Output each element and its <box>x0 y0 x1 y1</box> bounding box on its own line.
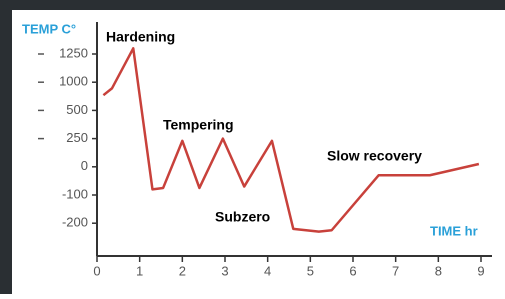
annotation: Hardening <box>106 29 175 45</box>
x-tick-label: 6 <box>349 263 356 278</box>
annotation: Tempering <box>163 117 234 133</box>
x-tick-label: 7 <box>392 263 399 278</box>
x-tick-label: 2 <box>179 263 186 278</box>
x-axis-label: TIME hr <box>430 223 478 238</box>
y-tick-label: 500 <box>66 102 88 117</box>
x-tick-label: 0 <box>93 263 100 278</box>
x-tick-label: 4 <box>264 263 271 278</box>
annotation: Slow recovery <box>327 148 422 164</box>
y-tick-label: 1000 <box>59 74 88 89</box>
x-tick-label: 9 <box>477 263 484 278</box>
chart: TEMP C° TIME hr Hardening Tempering Subz… <box>0 0 505 294</box>
y-axis-label: TEMP C° <box>22 21 76 36</box>
y-tick-label: 1250 <box>59 45 88 60</box>
annotation: Subzero <box>215 209 270 225</box>
y-tick-label: -100 <box>62 186 88 201</box>
y-tick-label: 250 <box>66 130 88 145</box>
x-tick-label: 8 <box>435 263 442 278</box>
y-tick-label: 0 <box>81 158 88 173</box>
x-tick-label: 3 <box>221 263 228 278</box>
y-tick-label: -200 <box>62 215 88 230</box>
x-tick-label: 1 <box>136 263 143 278</box>
x-tick-label: 5 <box>307 263 314 278</box>
